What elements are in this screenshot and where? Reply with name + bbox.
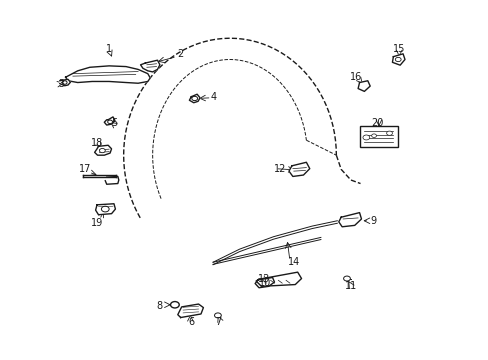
Circle shape: [362, 135, 369, 140]
Polygon shape: [255, 278, 274, 288]
Text: 16: 16: [349, 72, 361, 82]
Text: 17: 17: [79, 165, 91, 174]
Circle shape: [170, 302, 179, 308]
Text: 14: 14: [287, 257, 300, 266]
Polygon shape: [256, 272, 301, 286]
Circle shape: [386, 131, 392, 135]
Polygon shape: [392, 54, 404, 65]
Circle shape: [101, 206, 109, 212]
Text: 6: 6: [188, 317, 194, 327]
FancyBboxPatch shape: [359, 126, 397, 147]
Polygon shape: [105, 176, 119, 184]
Text: 5: 5: [111, 118, 117, 128]
Text: 7: 7: [215, 317, 221, 327]
Circle shape: [107, 120, 112, 123]
Text: 4: 4: [210, 92, 216, 102]
Text: 8: 8: [156, 301, 162, 311]
Polygon shape: [60, 79, 70, 86]
Text: 18: 18: [91, 138, 103, 148]
Polygon shape: [338, 213, 361, 227]
Text: 3: 3: [58, 79, 64, 89]
Text: 10: 10: [259, 278, 271, 288]
Polygon shape: [189, 94, 200, 103]
Polygon shape: [140, 60, 160, 72]
Polygon shape: [95, 145, 111, 155]
Polygon shape: [288, 162, 309, 176]
Circle shape: [343, 276, 350, 281]
Circle shape: [62, 81, 67, 84]
Polygon shape: [104, 117, 115, 125]
Circle shape: [191, 96, 197, 100]
Polygon shape: [357, 81, 369, 91]
Text: 19: 19: [91, 217, 103, 228]
Circle shape: [394, 57, 400, 62]
Circle shape: [99, 148, 105, 153]
Text: 12: 12: [273, 165, 285, 174]
Text: 20: 20: [370, 118, 383, 128]
Circle shape: [214, 313, 221, 318]
Circle shape: [371, 134, 376, 138]
Text: 9: 9: [369, 216, 376, 226]
Polygon shape: [178, 304, 203, 318]
Text: 15: 15: [392, 44, 405, 54]
Polygon shape: [95, 204, 115, 215]
Text: 2: 2: [177, 49, 183, 59]
Text: 11: 11: [344, 281, 356, 291]
Polygon shape: [65, 66, 150, 83]
Text: 1: 1: [106, 44, 112, 54]
Text: 13: 13: [257, 274, 269, 284]
